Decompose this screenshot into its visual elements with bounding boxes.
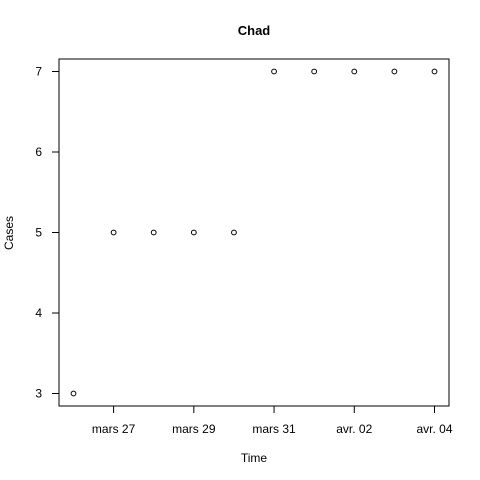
plot-area (58, 58, 450, 407)
x-tick-label: avr. 04 (416, 422, 452, 436)
data-point (110, 229, 117, 236)
data-point (70, 390, 77, 397)
chart-title: Chad (238, 23, 271, 38)
y-axis: 3 4 5 6 7 (35, 65, 59, 401)
x-tick-label: mars 29 (172, 422, 216, 436)
data-point (431, 68, 438, 75)
data-point (311, 68, 318, 75)
y-axis-label: Cases (2, 216, 16, 250)
x-tick-label: mars 31 (252, 422, 296, 436)
data-point (351, 68, 358, 75)
x-axis: mars 27 mars 29 mars 31 avr. 02 avr. 04 (92, 406, 453, 436)
y-tick-label: 7 (35, 65, 42, 79)
data-point (190, 229, 197, 236)
data-point (271, 68, 277, 75)
y-tick-label: 5 (35, 226, 42, 240)
data-point (391, 68, 398, 75)
data-points (70, 68, 438, 397)
y-tick-label: 4 (35, 306, 42, 320)
y-tick-label: 3 (35, 387, 42, 401)
x-tick-label: avr. 02 (336, 422, 372, 436)
y-tick-label: 6 (35, 145, 42, 159)
x-axis-label: Time (241, 451, 268, 465)
data-point (231, 229, 237, 236)
data-point (150, 229, 157, 236)
x-tick-label: mars 27 (92, 422, 136, 436)
